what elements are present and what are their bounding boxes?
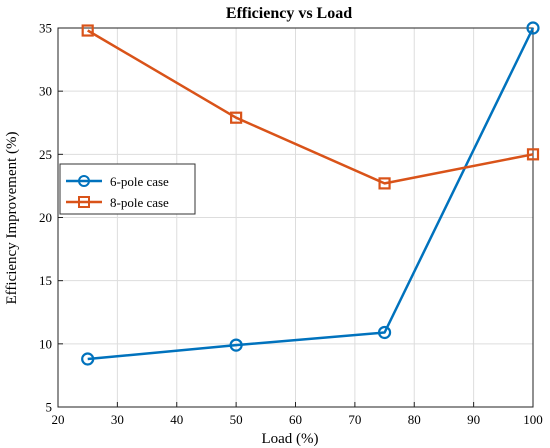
data-point: [81, 24, 94, 37]
series-line: [87, 27, 535, 361]
legend-entry-8-pole: 8-pole case: [66, 195, 169, 210]
legend-marker-6-pole: [78, 175, 90, 187]
legend-marker-8-pole: [78, 196, 90, 208]
y-tick-label: 20: [39, 210, 52, 225]
x-tick-label: 100: [523, 412, 543, 427]
y-tick-label: 5: [46, 400, 53, 415]
data-point: [81, 352, 95, 366]
data-point: [377, 325, 392, 340]
legend-box: [59, 163, 196, 215]
data-point: [378, 177, 391, 190]
legend: 6-pole case 8-pole case: [59, 163, 196, 215]
legend-label-6-pole: 6-pole case: [110, 174, 169, 189]
series-0: [81, 21, 540, 366]
data-point: [230, 111, 243, 124]
series-layer: [81, 21, 540, 366]
axis-ticks: 20 30 40 50 60 70 80 90 100 5 10 15 20 25 30 35: [39, 21, 543, 428]
x-tick-label: 20: [52, 412, 65, 427]
x-tick-label: 90: [467, 412, 480, 427]
legend-label-8-pole: 8-pole case: [110, 195, 169, 210]
chart-title: Efficiency vs Load: [226, 5, 352, 22]
x-tick-label: 70: [348, 412, 361, 427]
series-line: [87, 29, 534, 185]
x-tick-label: 80: [408, 412, 421, 427]
grid: [57, 27, 534, 408]
y-axis-label: Efficiency Improvement (%): [4, 132, 20, 305]
x-tick-label: 60: [289, 412, 302, 427]
data-point: [526, 148, 540, 161]
y-tick-label: 35: [39, 21, 52, 36]
data-point: [229, 338, 243, 352]
series-1: [81, 24, 540, 190]
x-tick-label: 30: [111, 412, 124, 427]
legend-entry-6-pole: 6-pole case: [66, 174, 169, 189]
data-point: [526, 21, 540, 35]
y-tick-label: 10: [39, 336, 52, 351]
y-tick-label: 15: [39, 273, 52, 288]
y-tick-label: 25: [39, 147, 52, 162]
y-tick-label: 30: [39, 84, 52, 99]
x-axis-label: Load (%): [261, 431, 318, 447]
x-tick-label: 40: [170, 412, 183, 427]
x-tick-label: 50: [230, 412, 243, 427]
